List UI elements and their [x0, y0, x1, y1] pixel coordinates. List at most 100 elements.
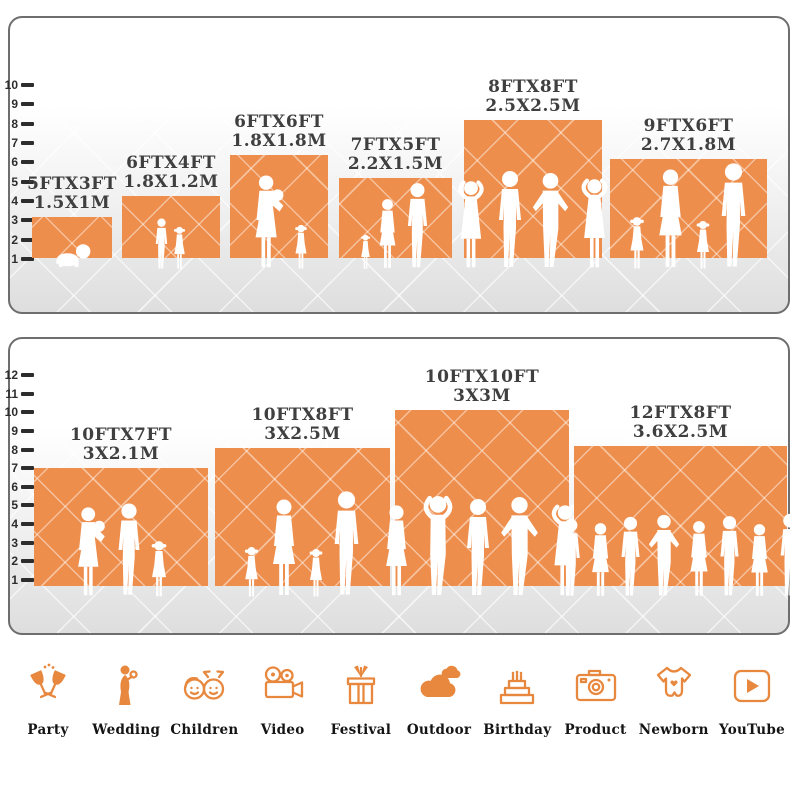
backdrop-size-label: 9FTX6FT 2.7X1.8M [641, 117, 736, 155]
backdrop-label-m: 2.2X1.5M [347, 154, 444, 174]
ruler-tick-mark [21, 121, 34, 126]
ruler-tick-mark [21, 410, 34, 415]
silhouette-man [499, 171, 521, 267]
backdrop-label-m: 1.8X1.8M [231, 131, 327, 151]
silhouette-man [719, 516, 739, 596]
ruler-tick: 9 [0, 97, 34, 111]
newborn-icon [650, 658, 698, 714]
ruler-number: 2 [11, 554, 18, 569]
backdrop-label-ft: 9FTX6FT [643, 116, 734, 136]
silhouette-woman [658, 169, 682, 267]
ruler-number: 8 [11, 442, 18, 457]
ruler-number: 1 [11, 252, 18, 266]
silhouette-woman [386, 505, 407, 596]
silhouette-girl [360, 234, 371, 269]
ruler-number: 3 [11, 535, 18, 550]
ruler-tick: 2 [0, 554, 34, 568]
birthday-icon [493, 658, 541, 714]
backdrop-label-m: 3X2.1M [82, 444, 160, 464]
ruler-number: 9 [11, 97, 18, 112]
ruler-number: 12 [4, 367, 18, 382]
ruler-tick-mark [21, 428, 34, 433]
backdrop-label-ft: 7FTX5FT [350, 135, 441, 155]
backdrop-label-m: 2.5X2.5M [485, 96, 581, 116]
silhouette-man [467, 499, 489, 595]
silhouette-woman [591, 523, 609, 596]
backdrop-label-ft: 6FTX4FT [126, 153, 216, 173]
ruler-tick-mark [21, 466, 34, 471]
category-item-children: Children [168, 658, 240, 738]
backdrop-size-label: 5FTX3FT 1.5X1M [27, 175, 117, 213]
silhouette-man [620, 516, 640, 596]
backdrop-rect [574, 446, 787, 586]
ruler-tick-mark [21, 540, 34, 545]
silhouette-man [407, 183, 428, 268]
backdrop-size-label: 10FTX7FT 3X2.1M [70, 426, 172, 464]
backdrop-size-label: 7FTX5FT 2.2X1.5M [348, 136, 443, 174]
ruler-tick-mark [21, 179, 34, 184]
category-label: Newborn [638, 722, 709, 738]
ruler-tick-mark [21, 372, 34, 377]
backdrop-rect [32, 217, 112, 258]
backdrop-label-m: 3X2.5M [264, 424, 341, 444]
medium-backdrops-panel: 1 2 3 4 5 6 7 8 9 10 11 12 10FTX7FT 3X2.1M 10FTX8FT 3X2… [5, 337, 799, 635]
category-item-youtube: YouTube [716, 658, 788, 738]
category-item-birthday: Birthday [481, 658, 553, 738]
backdrop-label-ft: 10FTX8FT [251, 405, 354, 425]
ruler-tick-mark [21, 199, 34, 203]
silhouette-girl [173, 226, 186, 269]
backdrop-label-m: 2.7X1.8M [640, 135, 737, 155]
silhouette-woman-up [581, 178, 608, 268]
silhouette-man-up [423, 495, 453, 595]
ruler-tick-mark [21, 218, 34, 223]
category-label: Product [564, 722, 627, 738]
category-label: Outdoor [406, 722, 472, 738]
ruler-number: 5 [11, 498, 18, 513]
ruler-number: 6 [11, 155, 18, 170]
ruler-tick: 6 [0, 155, 34, 169]
backdrop-rect [215, 448, 390, 586]
ruler-number: 10 [4, 78, 18, 93]
ruler-tick: 7 [0, 461, 34, 475]
silhouette-girl [295, 224, 307, 269]
ruler-tick: 7 [0, 136, 34, 150]
children-icon [180, 658, 228, 714]
category-item-party: Party [12, 658, 84, 738]
backdrop-label-ft: 6FTX6FT [234, 112, 324, 132]
ruler-tick: 10 [0, 405, 34, 419]
category-item-outdoor: Outdoor [403, 658, 475, 738]
category-item-wedding: Wedding [90, 658, 162, 738]
silhouette-woman [272, 499, 295, 595]
category-row: Party Wedding Children Video Festival Outdoor… [12, 658, 788, 738]
youtube-icon [728, 658, 776, 714]
backdrop-size-label: 10FTX8FT 3X2.5M [251, 406, 353, 444]
ruler-tick: 1 [0, 252, 34, 266]
backdrop-label-m: 1.8X1.2M [123, 172, 219, 192]
backdrop-size-label: 12FTX8FT 3.6X2.5M [629, 404, 731, 442]
ruler-number: 7 [11, 461, 18, 476]
ruler-tick: 8 [0, 443, 34, 457]
silhouette-man-hips [648, 514, 679, 596]
silhouette-man [155, 218, 168, 269]
silhouette-woman-up [458, 180, 484, 268]
ruler-tick-mark [21, 391, 34, 396]
ruler-tick: 2 [0, 233, 34, 247]
small-backdrops-panel: 1 2 3 4 5 6 7 8 9 10 5FTX3FT 1.5X1M 6FTX4FT 1.8X1.2M 6… [5, 16, 790, 314]
silhouette-man-hips [501, 497, 538, 595]
category-label: Party [27, 722, 69, 738]
silhouette-woman [689, 521, 708, 596]
backdrop-label-ft: 5FTX3FT [27, 174, 117, 194]
backdrop-label-m: 3X3M [453, 386, 511, 406]
ruler-number: 4 [11, 194, 18, 208]
silhouette-man [334, 491, 358, 595]
category-label: Wedding [92, 722, 161, 738]
silhouette-man [780, 513, 799, 596]
category-label: Children [170, 722, 239, 738]
backdrop-label-ft: 10FTX10FT [424, 367, 540, 387]
ruler-number: 10 [4, 405, 18, 420]
ruler-tick: 12 [0, 368, 34, 382]
category-item-festival: Festival [325, 658, 397, 738]
ruler-number: 9 [11, 423, 18, 438]
ruler-number: 5 [11, 174, 18, 189]
ruler-tick: 9 [0, 424, 34, 438]
